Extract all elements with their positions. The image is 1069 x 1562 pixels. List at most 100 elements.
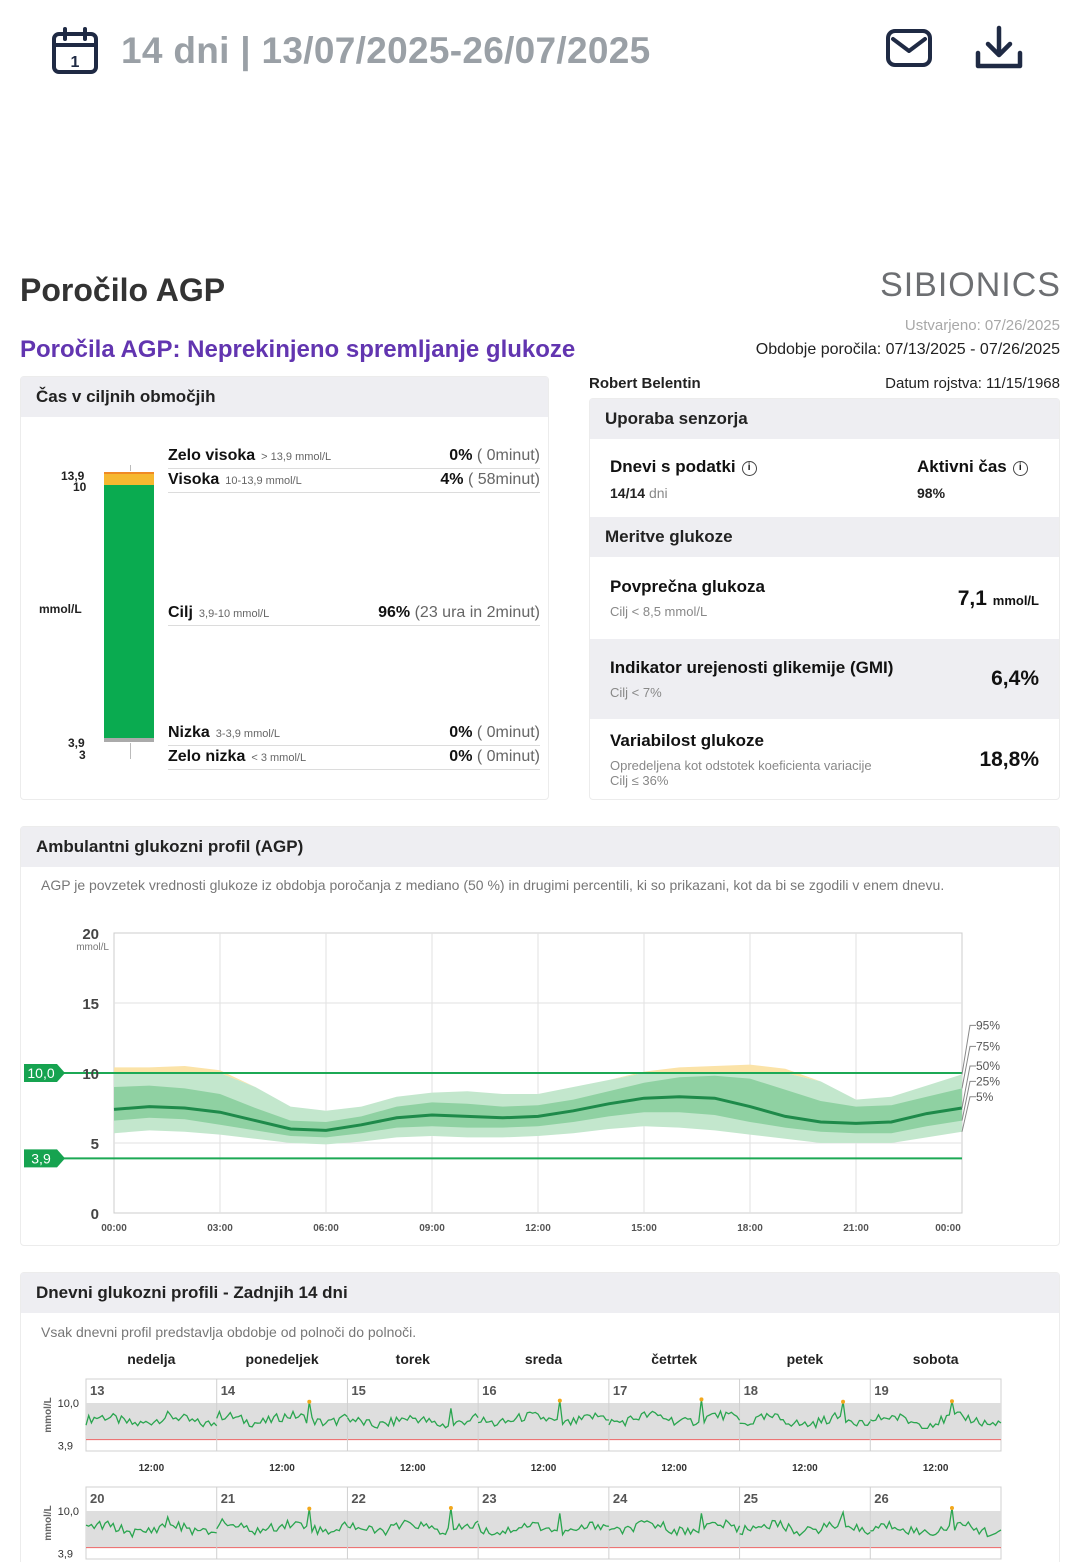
daily-date-label: 18	[744, 1383, 758, 1398]
daily-y-tick: 10,0	[58, 1398, 79, 1410]
tir-row-name: Cilj	[168, 604, 193, 621]
daily-glucose-trace	[477, 1513, 609, 1537]
days-value: 14/14	[610, 485, 646, 501]
daily-y-unit: mmol/L	[43, 1397, 54, 1433]
agp-card: Ambulantni glukozni profil (AGP) AGP je …	[20, 826, 1060, 1246]
glucose-metrics-title: Meritve glukoze	[590, 517, 1059, 557]
daily-weekday-label: četrtek	[651, 1351, 697, 1367]
agp-y-tick: 20	[82, 926, 99, 943]
daily-high-marker	[557, 1398, 562, 1403]
created-date: Ustvarjeno: 07/26/2025	[904, 317, 1060, 334]
mail-icon[interactable]	[885, 27, 933, 69]
agp-target-low-flag-shape	[24, 1149, 65, 1168]
tir-row-target: Cilj 3,9-10 mmol/L 96% (23 ura in 2minut)	[168, 604, 540, 626]
period-selector[interactable]: 14 dni | 13/07/2025-26/07/2025	[121, 30, 651, 71]
tir-axis-label-3-9: 3,9	[68, 736, 85, 750]
tir-segment-very-high	[104, 472, 154, 474]
tir-row-time: ( 0minut)	[472, 748, 540, 765]
avg-glucose-target: Cilj < 8,5 mmol/L	[610, 604, 708, 619]
daily-high-marker	[448, 1506, 453, 1510]
daily-glucose-trace	[477, 1400, 609, 1427]
daily-y-tick: 3,9	[58, 1549, 73, 1561]
daily-x-tick: 12:00	[792, 1463, 818, 1474]
gmi-target: Cilj < 7%	[610, 685, 662, 700]
days-with-data-label: Dnevi s podatki i	[610, 457, 757, 477]
info-icon[interactable]: i	[1012, 461, 1028, 476]
agp-x-tick: 00:00	[101, 1223, 127, 1234]
daily-y-unit: mmol/L	[43, 1505, 54, 1541]
agp-y-tick: 10	[82, 1066, 99, 1083]
tir-segment-low	[104, 738, 154, 742]
agp-band-above-target	[114, 1064, 962, 1111]
daily-glucose-trace	[739, 1401, 871, 1430]
agp-x-tick: 09:00	[419, 1223, 445, 1234]
agp-percentile-connector	[961, 1096, 976, 1132]
daily-date-label: 22	[351, 1491, 365, 1506]
days-with-data-text: Dnevi s podatki	[610, 457, 736, 476]
daily-date-label: 21	[221, 1491, 235, 1506]
daily-high-marker	[949, 1506, 954, 1510]
daily-x-tick: 12:00	[269, 1463, 295, 1474]
tir-row-name: Visoka	[168, 471, 220, 488]
daily-glucose-trace	[216, 1401, 348, 1428]
tir-row-percent: 0%	[449, 748, 473, 765]
gmi-label: Indikator urejenosti glikemije (GMI)	[610, 658, 894, 677]
agp-x-tick: 06:00	[313, 1223, 339, 1234]
time-in-range-card: Čas v ciljnih območjih 13,9 10 mmol/L 3,…	[20, 376, 549, 800]
report-period-value: 07/13/2025 - 07/26/2025	[885, 341, 1060, 358]
agp-x-tick: 15:00	[631, 1223, 657, 1234]
avg-glucose-value: 7,1 mmol/L	[958, 587, 1039, 611]
tir-row-range: 10-13,9 mmol/L	[225, 475, 302, 487]
days-with-data-value: 14/14 dni	[610, 485, 668, 501]
daily-weekday-label: sobota	[913, 1351, 959, 1367]
daily-glucose-trace	[347, 1507, 479, 1537]
daily-x-tick: 12:00	[661, 1463, 687, 1474]
daily-date-label: 23	[482, 1491, 496, 1506]
agp-percentile-label: 5%	[976, 1090, 994, 1104]
daily-glucose-trace	[608, 1399, 741, 1428]
agp-x-tick: 18:00	[737, 1223, 763, 1234]
agp-target-high-flag: 10,0	[27, 1065, 54, 1081]
agp-x-tick: 21:00	[843, 1223, 869, 1234]
brand-logo: SIBIONICS	[880, 266, 1061, 304]
active-time-label: Aktivni čas i	[917, 457, 1028, 477]
daily-high-marker	[307, 1506, 312, 1511]
calendar-icon[interactable]: 1	[50, 26, 100, 76]
tir-row-range: > 13,9 mmol/L	[261, 451, 332, 463]
tir-row-name: Zelo visoka	[168, 447, 256, 464]
daily-profiles-chart: nedelja ponedeljek torek sreda četrtek petek s…	[43, 1351, 1002, 1561]
tir-stacked-bar	[104, 472, 154, 742]
daily-y-tick: 10,0	[58, 1506, 79, 1518]
days-unit: dni	[648, 485, 668, 501]
agp-percentile-label: 75%	[976, 1039, 1000, 1053]
variability-definition: Opredeljena kot odstotek koeficienta var…	[610, 758, 872, 773]
top-bar: 1 14 dni | 13/07/2025-26/07/2025	[0, 0, 1069, 110]
daily-date-label: 19	[874, 1383, 888, 1398]
daily-date-label: 14	[221, 1383, 236, 1398]
agp-percentile-connector	[961, 1080, 976, 1121]
agp-x-tick: 00:00	[935, 1223, 961, 1234]
tir-segment-target	[104, 484, 154, 738]
daily-glucose-trace	[870, 1401, 1002, 1430]
daily-card-title: Dnevni glukozni profili - Zadnjih 14 dni	[21, 1273, 1059, 1313]
download-icon[interactable]	[973, 24, 1025, 72]
daily-profiles-card: Dnevni glukozni profili - Zadnjih 14 dni…	[20, 1272, 1060, 1562]
daily-description: Vsak dnevni profil predstavlja obdobje o…	[41, 1324, 417, 1340]
daily-date-label: 20	[90, 1491, 104, 1506]
agp-percentile-connector	[961, 1045, 976, 1089]
tir-row-high: Visoka 10-13,9 mmol/L 4% ( 58minut)	[168, 471, 540, 493]
sensor-usage-card: Uporaba senzorja Dnevi s podatki i 14/14 …	[589, 398, 1060, 800]
daily-x-tick: 12:00	[139, 1463, 165, 1474]
daily-date-label: 25	[744, 1491, 758, 1506]
agp-percentile-connector	[961, 1065, 976, 1109]
daily-weekday-label: petek	[787, 1351, 824, 1367]
daily-weekday-label: torek	[396, 1351, 430, 1367]
calendar-day-number: 1	[71, 54, 80, 71]
info-icon[interactable]: i	[741, 461, 757, 476]
agp-y-tick: 15	[82, 996, 99, 1013]
avg-value: 7,1	[957, 587, 987, 610]
agp-percentile-label: 95%	[976, 1018, 1000, 1032]
daily-glucose-trace	[608, 1513, 741, 1537]
agp-y-unit: mmol/L	[76, 942, 109, 953]
